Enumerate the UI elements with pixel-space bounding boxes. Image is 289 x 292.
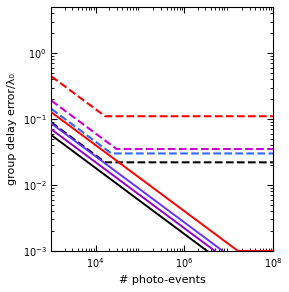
X-axis label: # photo-events: # photo-events bbox=[119, 275, 205, 285]
Y-axis label: group delay error/λ₀: group delay error/λ₀ bbox=[7, 73, 17, 185]
